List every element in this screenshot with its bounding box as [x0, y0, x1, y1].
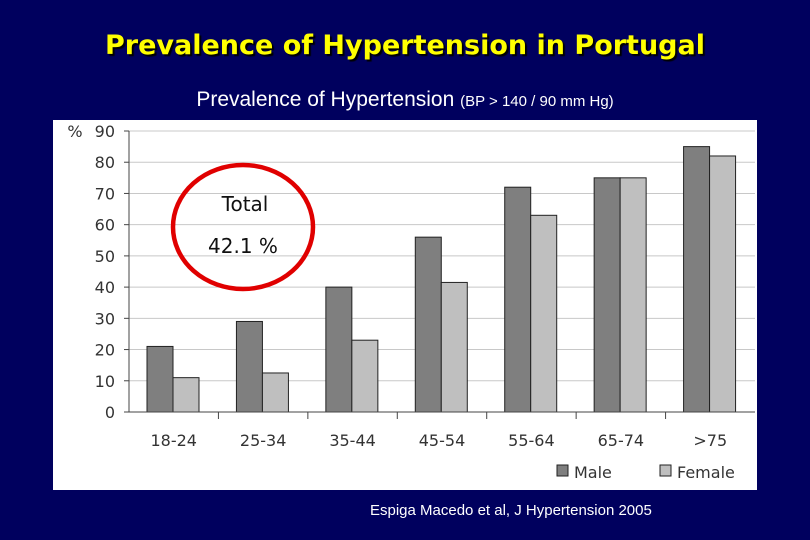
- bar-female-55-64: [530, 214, 558, 413]
- bar-male-35-44: [325, 286, 353, 413]
- x-category-labels: 18-24 25-34 35-44 45-54 55-64 65-74 >75: [150, 431, 727, 450]
- y-tick-label: 20: [95, 341, 115, 360]
- bar-female-18-24: [172, 377, 200, 413]
- y-tick-label: 80: [95, 153, 115, 172]
- legend-swatch-male: [556, 464, 569, 477]
- bar-male-25-34: [235, 320, 263, 413]
- y-tick-labels: 0 10 20 30 40 50 60 70 80 90: [95, 122, 115, 422]
- x-category-label: 55-64: [508, 431, 555, 450]
- x-category-label: 45-54: [419, 431, 466, 450]
- bar-chart: % 0 10 20 30 40 50 60 70 80 90 18-24 25-34 35-44 45-…: [67, 122, 755, 482]
- bar-female-35-44: [351, 339, 379, 413]
- bar-female-45-54: [440, 281, 468, 413]
- bar-male-65-74: [593, 177, 621, 413]
- citation: Espiga Macedo et al, J Hypertension 2005: [370, 502, 652, 519]
- slide-title: Prevalence of Hypertension in Portugal: [105, 30, 705, 61]
- y-tick-label: 30: [95, 309, 115, 328]
- subtitle-note: (BP > 140 / 90 mm Hg): [460, 93, 614, 110]
- bar-female->75: [709, 155, 737, 413]
- x-category-label: 35-44: [329, 431, 376, 450]
- callout-value: 42.1 %: [208, 234, 278, 258]
- y-tick-label: 10: [95, 372, 115, 391]
- x-category-label: 65-74: [598, 431, 645, 450]
- chart-panel: % 0 10 20 30 40 50 60 70 80 90 18-24 25-34 35-44 45-…: [53, 120, 757, 490]
- bar-female-25-34: [261, 372, 289, 413]
- x-category-label: 18-24: [150, 431, 197, 450]
- bar-male->75: [683, 146, 711, 413]
- y-tick-label: 40: [95, 278, 115, 297]
- y-tick-label: 90: [95, 122, 115, 141]
- y-tick-label: 50: [95, 247, 115, 266]
- legend-swatch-female: [659, 464, 672, 477]
- callout-ring: [170, 162, 316, 292]
- y-tick-label: 60: [95, 216, 115, 235]
- y-axis-unit-label: %: [67, 122, 82, 141]
- bar-male-18-24: [146, 345, 174, 413]
- bar-female-65-74: [619, 177, 647, 413]
- subtitle-main: Prevalence of Hypertension: [196, 88, 455, 111]
- chart-subtitle: Prevalence of Hypertension (BP > 140 / 9…: [0, 88, 810, 112]
- legend: Male Female: [556, 463, 735, 482]
- axes: [128, 131, 755, 419]
- bars: [146, 146, 737, 413]
- x-category-label: >75: [693, 431, 727, 450]
- bar-male-45-54: [414, 236, 442, 413]
- total-callout: Total 42.1 %: [170, 162, 316, 292]
- y-tick-label: 70: [95, 184, 115, 203]
- x-category-label: 25-34: [240, 431, 287, 450]
- bar-male-55-64: [504, 186, 532, 413]
- callout-label: Total: [221, 192, 269, 216]
- legend-label-male: Male: [574, 463, 612, 482]
- y-tick-label: 0: [105, 403, 115, 422]
- legend-label-female: Female: [677, 463, 735, 482]
